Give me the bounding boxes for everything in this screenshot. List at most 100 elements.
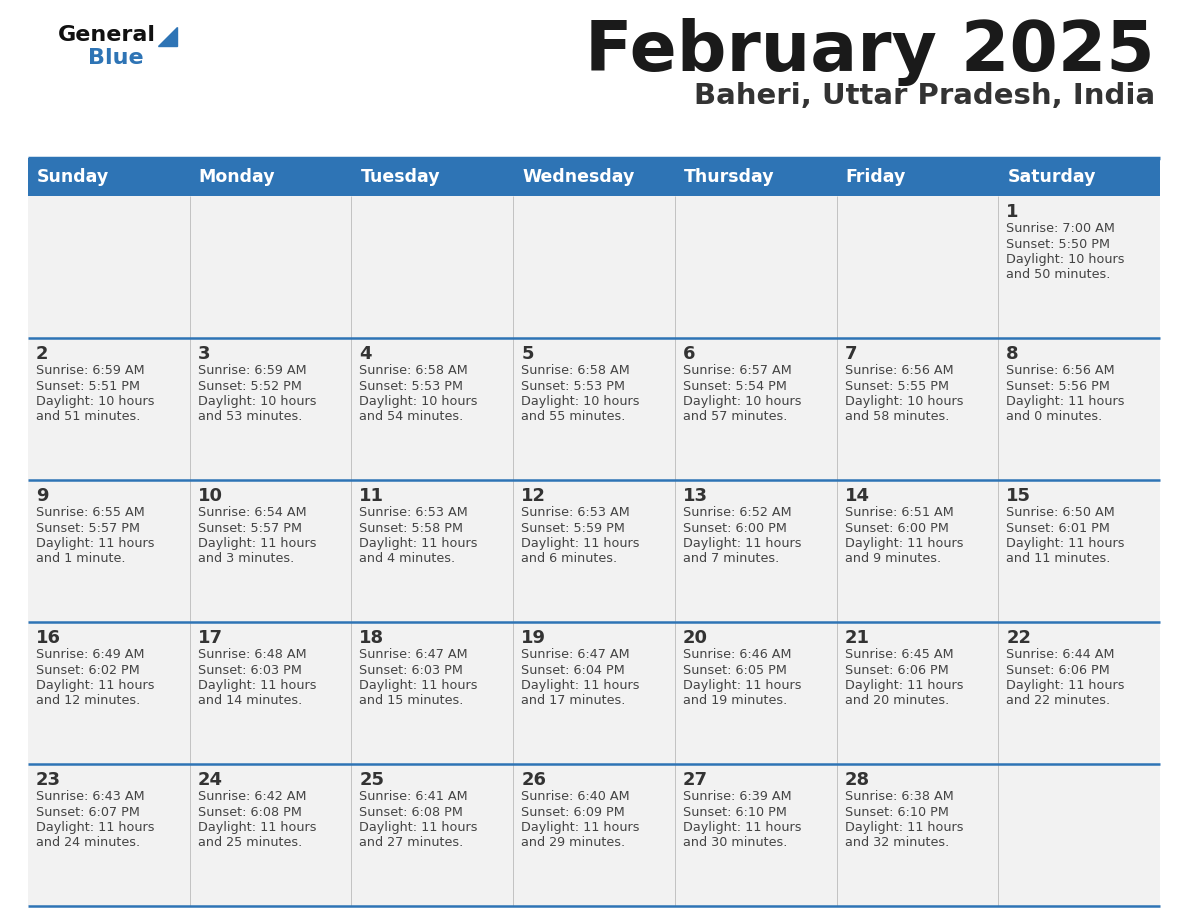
Text: and 7 minutes.: and 7 minutes. (683, 553, 779, 565)
Text: Sunrise: 6:43 AM: Sunrise: 6:43 AM (36, 790, 145, 803)
Text: 2: 2 (36, 345, 49, 363)
Text: 26: 26 (522, 771, 546, 789)
Text: 16: 16 (36, 629, 61, 647)
Text: 15: 15 (1006, 487, 1031, 505)
Text: 6: 6 (683, 345, 695, 363)
Text: Sunset: 5:54 PM: Sunset: 5:54 PM (683, 379, 786, 393)
Text: Sunrise: 6:49 AM: Sunrise: 6:49 AM (36, 648, 145, 661)
Text: Thursday: Thursday (684, 168, 775, 186)
Text: Sunset: 6:10 PM: Sunset: 6:10 PM (845, 805, 948, 819)
Text: Daylight: 11 hours: Daylight: 11 hours (522, 821, 639, 834)
Text: Daylight: 11 hours: Daylight: 11 hours (845, 537, 963, 550)
Text: 19: 19 (522, 629, 546, 647)
Text: Sunrise: 6:53 AM: Sunrise: 6:53 AM (522, 506, 630, 519)
Text: 9: 9 (36, 487, 49, 505)
Text: Daylight: 11 hours: Daylight: 11 hours (1006, 679, 1125, 692)
Text: Blue: Blue (88, 48, 144, 68)
Text: Sunrise: 6:48 AM: Sunrise: 6:48 AM (197, 648, 307, 661)
Text: and 6 minutes.: and 6 minutes. (522, 553, 618, 565)
Text: 11: 11 (360, 487, 385, 505)
Text: Daylight: 11 hours: Daylight: 11 hours (36, 537, 154, 550)
Text: Sunrise: 6:47 AM: Sunrise: 6:47 AM (522, 648, 630, 661)
Text: Sunset: 5:58 PM: Sunset: 5:58 PM (360, 521, 463, 534)
Text: Sunset: 5:56 PM: Sunset: 5:56 PM (1006, 379, 1110, 393)
Text: Sunrise: 6:39 AM: Sunrise: 6:39 AM (683, 790, 791, 803)
Text: Daylight: 11 hours: Daylight: 11 hours (683, 821, 802, 834)
Text: and 54 minutes.: and 54 minutes. (360, 410, 463, 423)
Text: Sunrise: 6:53 AM: Sunrise: 6:53 AM (360, 506, 468, 519)
Text: 22: 22 (1006, 629, 1031, 647)
Text: Sunrise: 7:00 AM: Sunrise: 7:00 AM (1006, 222, 1116, 235)
Text: Sunset: 6:01 PM: Sunset: 6:01 PM (1006, 521, 1110, 534)
Text: Daylight: 11 hours: Daylight: 11 hours (360, 679, 478, 692)
Text: Sunset: 6:00 PM: Sunset: 6:00 PM (845, 521, 948, 534)
Text: Sunrise: 6:38 AM: Sunrise: 6:38 AM (845, 790, 953, 803)
Text: Baheri, Uttar Pradesh, India: Baheri, Uttar Pradesh, India (694, 82, 1155, 110)
Text: 27: 27 (683, 771, 708, 789)
Text: and 30 minutes.: and 30 minutes. (683, 836, 788, 849)
Text: and 0 minutes.: and 0 minutes. (1006, 410, 1102, 423)
Text: Sunrise: 6:56 AM: Sunrise: 6:56 AM (1006, 364, 1114, 377)
Text: Daylight: 11 hours: Daylight: 11 hours (197, 537, 316, 550)
Text: Wednesday: Wednesday (523, 168, 634, 186)
Text: 12: 12 (522, 487, 546, 505)
Text: Sunset: 6:08 PM: Sunset: 6:08 PM (197, 805, 302, 819)
Text: 4: 4 (360, 345, 372, 363)
Text: Sunrise: 6:46 AM: Sunrise: 6:46 AM (683, 648, 791, 661)
Text: Sunset: 6:06 PM: Sunset: 6:06 PM (845, 664, 948, 677)
Text: Sunrise: 6:51 AM: Sunrise: 6:51 AM (845, 506, 953, 519)
Text: and 4 minutes.: and 4 minutes. (360, 553, 455, 565)
Text: and 32 minutes.: and 32 minutes. (845, 836, 949, 849)
Text: Sunrise: 6:59 AM: Sunrise: 6:59 AM (197, 364, 307, 377)
Text: Daylight: 11 hours: Daylight: 11 hours (683, 679, 802, 692)
Bar (29, 196, 1159, 338)
Text: 8: 8 (1006, 345, 1019, 363)
Text: and 19 minutes.: and 19 minutes. (683, 695, 788, 708)
Text: Sunrise: 6:41 AM: Sunrise: 6:41 AM (360, 790, 468, 803)
Text: 24: 24 (197, 771, 222, 789)
Bar (29, 764, 1159, 906)
Text: Sunset: 5:52 PM: Sunset: 5:52 PM (197, 379, 302, 393)
Text: Sunset: 5:53 PM: Sunset: 5:53 PM (360, 379, 463, 393)
Text: Sunset: 6:07 PM: Sunset: 6:07 PM (36, 805, 140, 819)
Text: and 12 minutes.: and 12 minutes. (36, 695, 140, 708)
Text: Daylight: 11 hours: Daylight: 11 hours (360, 537, 478, 550)
Text: and 58 minutes.: and 58 minutes. (845, 410, 949, 423)
Text: Sunset: 6:00 PM: Sunset: 6:00 PM (683, 521, 786, 534)
Text: Sunset: 5:57 PM: Sunset: 5:57 PM (36, 521, 140, 534)
Text: Daylight: 10 hours: Daylight: 10 hours (360, 395, 478, 408)
Text: Daylight: 10 hours: Daylight: 10 hours (36, 395, 154, 408)
Text: Sunset: 6:04 PM: Sunset: 6:04 PM (522, 664, 625, 677)
Polygon shape (158, 27, 177, 46)
Text: Sunset: 6:03 PM: Sunset: 6:03 PM (360, 664, 463, 677)
Text: Sunrise: 6:50 AM: Sunrise: 6:50 AM (1006, 506, 1116, 519)
Text: 23: 23 (36, 771, 61, 789)
Text: 21: 21 (845, 629, 870, 647)
Text: and 50 minutes.: and 50 minutes. (1006, 268, 1111, 282)
Text: Friday: Friday (846, 168, 906, 186)
Text: and 53 minutes.: and 53 minutes. (197, 410, 302, 423)
Text: Sunrise: 6:55 AM: Sunrise: 6:55 AM (36, 506, 145, 519)
Text: Tuesday: Tuesday (360, 168, 440, 186)
Text: General: General (58, 25, 156, 45)
Text: 7: 7 (845, 345, 857, 363)
Text: and 17 minutes.: and 17 minutes. (522, 695, 626, 708)
Text: Daylight: 11 hours: Daylight: 11 hours (845, 821, 963, 834)
Text: Sunset: 5:57 PM: Sunset: 5:57 PM (197, 521, 302, 534)
Text: 20: 20 (683, 629, 708, 647)
Text: 18: 18 (360, 629, 385, 647)
Text: February 2025: February 2025 (586, 18, 1155, 86)
Text: and 27 minutes.: and 27 minutes. (360, 836, 463, 849)
Text: Sunset: 6:06 PM: Sunset: 6:06 PM (1006, 664, 1110, 677)
Text: Sunrise: 6:57 AM: Sunrise: 6:57 AM (683, 364, 791, 377)
Text: Daylight: 10 hours: Daylight: 10 hours (1006, 253, 1125, 266)
Text: and 15 minutes.: and 15 minutes. (360, 695, 463, 708)
Bar (29, 480, 1159, 622)
Text: Sunrise: 6:59 AM: Sunrise: 6:59 AM (36, 364, 145, 377)
Text: and 11 minutes.: and 11 minutes. (1006, 553, 1111, 565)
Text: and 1 minute.: and 1 minute. (36, 553, 126, 565)
Text: Monday: Monday (198, 168, 276, 186)
Text: Sunrise: 6:58 AM: Sunrise: 6:58 AM (360, 364, 468, 377)
Text: Sunrise: 6:40 AM: Sunrise: 6:40 AM (522, 790, 630, 803)
Text: Sunset: 5:53 PM: Sunset: 5:53 PM (522, 379, 625, 393)
